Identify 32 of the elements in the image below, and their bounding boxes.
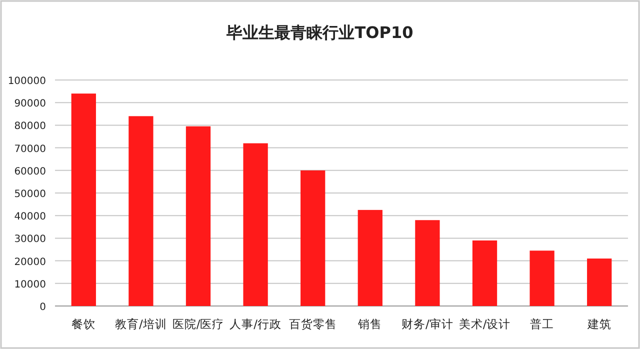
y-tick-label: 90000: [14, 98, 46, 110]
y-tick-label: 70000: [14, 144, 46, 155]
y-tick-label: 40000: [14, 212, 46, 223]
bar: [186, 126, 211, 306]
x-tick-label: 建筑: [586, 317, 612, 331]
x-tick-label: 医院/医疗: [172, 317, 224, 331]
y-tick-label: 50000: [14, 189, 46, 200]
y-tick-label: 60000: [14, 166, 46, 178]
y-tick-label: 100000: [8, 76, 46, 87]
bar: [128, 116, 154, 306]
bar: [472, 240, 498, 306]
x-tick-label: 人事/行政: [230, 317, 282, 331]
x-tick-label: 教育/培训: [115, 317, 167, 331]
x-tick-label: 百货零售: [288, 317, 337, 331]
bar: [300, 170, 326, 306]
bar: [243, 143, 268, 306]
y-tick-label: 30000: [14, 234, 46, 246]
bar: [358, 210, 382, 306]
x-tick-label: 餐饮: [72, 317, 96, 331]
x-tick-label: 财务/审计: [402, 317, 454, 331]
chart-title: 毕业生最青睐行业TOP10: [226, 23, 414, 42]
x-tick-label: 销售: [357, 317, 382, 331]
bar: [415, 220, 440, 306]
y-tick-label: 80000: [14, 121, 46, 132]
y-tick-label: 20000: [14, 256, 46, 268]
bar: [587, 258, 612, 306]
y-tick-label: 10000: [14, 279, 46, 290]
bar: [530, 250, 554, 306]
y-tick-label: 0: [40, 302, 46, 313]
bar: [71, 94, 96, 306]
x-tick-label: 美术/设计: [458, 317, 511, 331]
x-tick-label: 普工: [530, 317, 554, 331]
